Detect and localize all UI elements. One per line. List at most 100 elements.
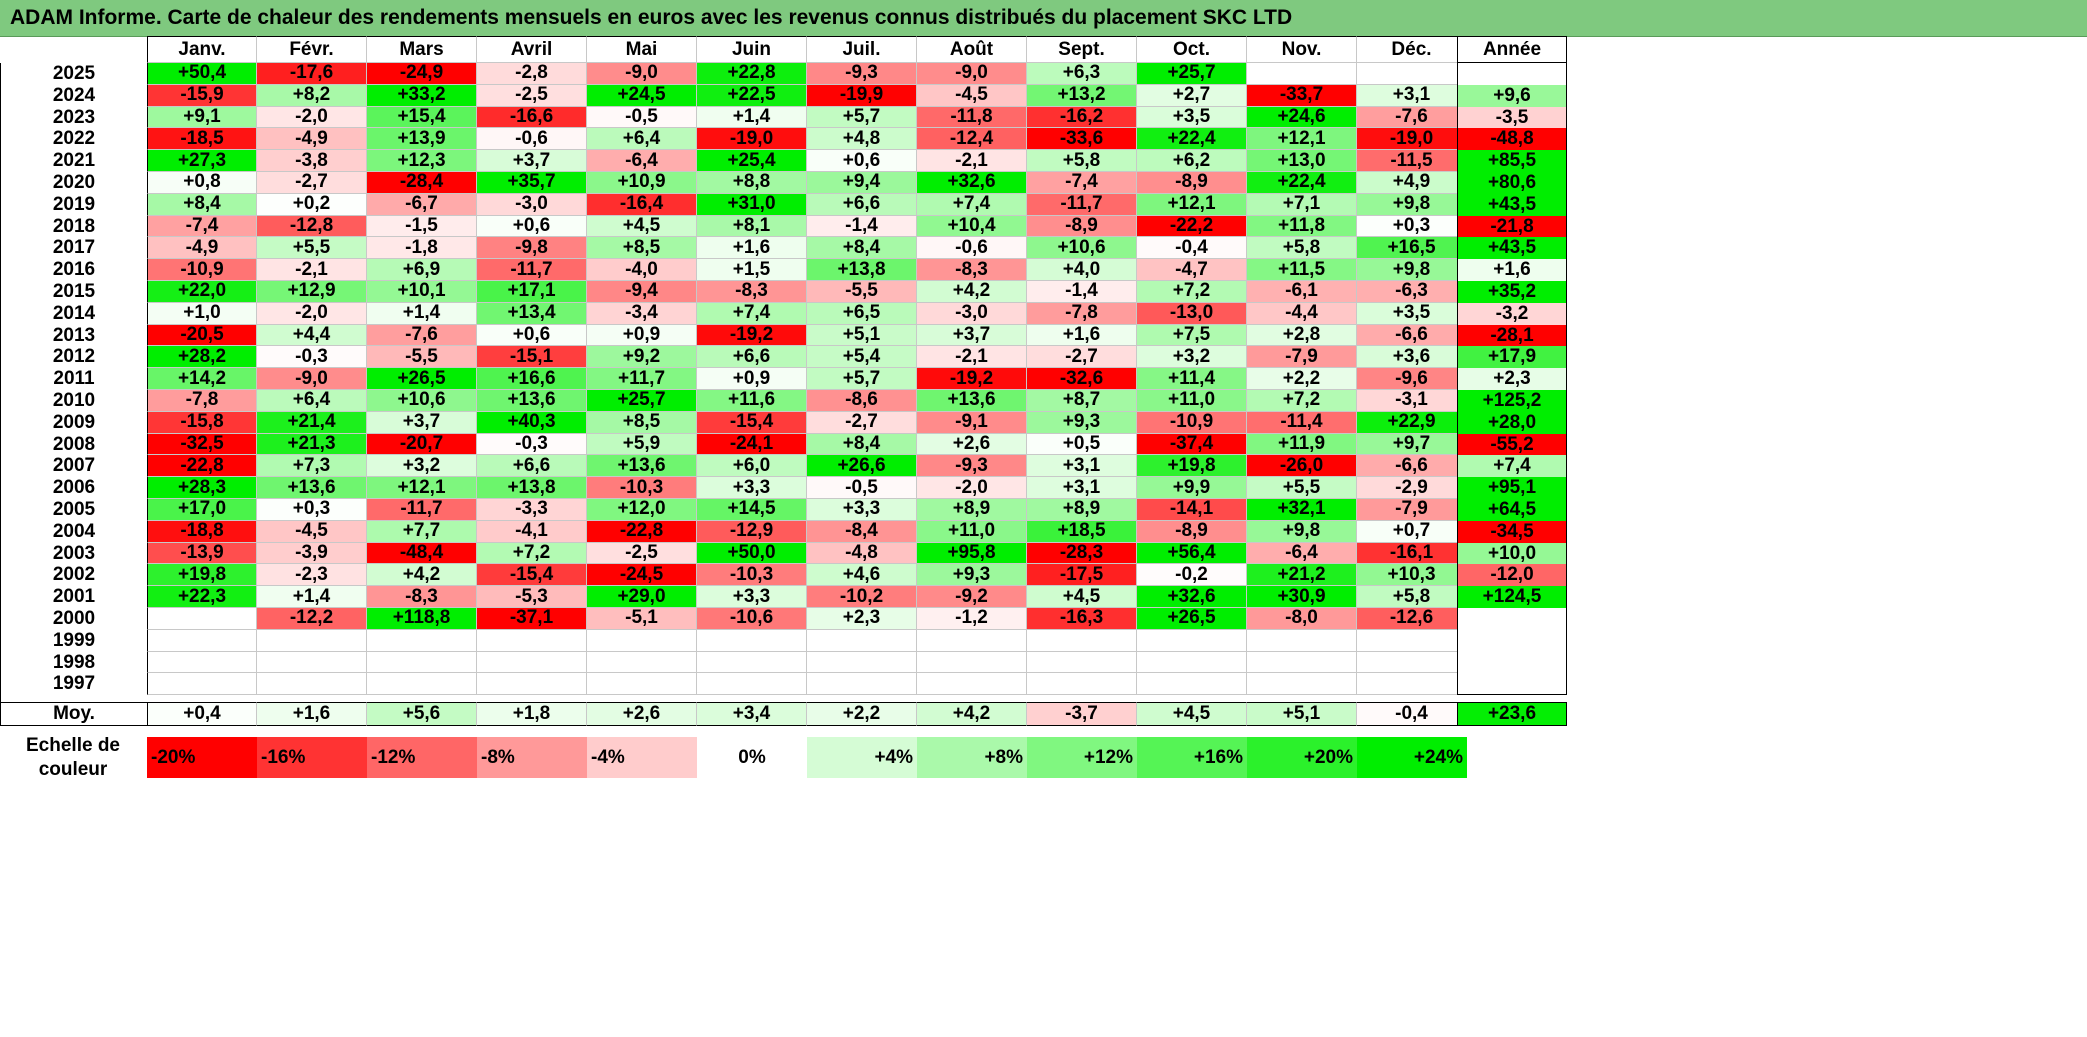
color-scale-swatch: +12% xyxy=(1027,737,1137,779)
heatmap-cell: -2,1 xyxy=(257,259,367,281)
year-label: 2001 xyxy=(0,586,147,608)
annual-cell: +125,2 xyxy=(1457,390,1567,412)
month-header: Avril xyxy=(477,36,587,63)
heatmap-cell xyxy=(1247,651,1357,674)
heatmap-cell: -3,8 xyxy=(257,150,367,172)
heatmap-cell: +0,8 xyxy=(147,171,257,194)
heatmap-cell: +22,0 xyxy=(147,280,257,303)
heatmap-cell: +0,6 xyxy=(477,215,587,238)
year-label: 2017 xyxy=(0,237,147,260)
heatmap-cell: -11,8 xyxy=(917,106,1027,129)
heatmap-cell: +7,2 xyxy=(1137,280,1247,303)
month-header: Févr. xyxy=(257,36,367,63)
heatmap-cell: +8,9 xyxy=(1027,498,1137,521)
year-label: 1997 xyxy=(0,673,147,696)
heatmap-cell: +13,8 xyxy=(807,259,917,281)
annual-cell: +10,0 xyxy=(1457,543,1567,565)
annual-cell xyxy=(1457,629,1567,652)
heatmap-cell: +9,4 xyxy=(807,171,917,194)
heatmap-cell: -9,4 xyxy=(587,280,697,303)
heatmap-cell: -8,9 xyxy=(1137,171,1247,194)
year-label: 2007 xyxy=(0,455,147,478)
heatmap-cell: -4,4 xyxy=(1247,302,1357,325)
heatmap-cell: -5,5 xyxy=(367,346,477,369)
heatmap-cell: +3,7 xyxy=(477,150,587,172)
annual-cell: -3,5 xyxy=(1457,107,1567,129)
annual-cell: -48,8 xyxy=(1457,128,1567,151)
heatmap-cell: +0,9 xyxy=(697,368,807,390)
heatmap-cell: +35,7 xyxy=(477,171,587,194)
annual-cell: +7,4 xyxy=(1457,455,1567,478)
heatmap-cell: -1,4 xyxy=(807,215,917,238)
color-scale-label: Echelle de couleur xyxy=(0,735,146,780)
heatmap-cell: +24,6 xyxy=(1247,106,1357,129)
heatmap-cell: +1,4 xyxy=(257,586,367,608)
heatmap-cell: +7,4 xyxy=(697,302,807,325)
heatmap-cell: +7,4 xyxy=(917,193,1027,216)
heatmap-cell: +10,6 xyxy=(1027,237,1137,260)
heatmap-cell: -1,5 xyxy=(367,215,477,238)
heatmap-cell: -16,1 xyxy=(1357,542,1467,565)
annual-cell xyxy=(1457,651,1567,674)
heatmap-cell: -2,3 xyxy=(257,564,367,587)
heatmap-cell: -8,9 xyxy=(1137,520,1247,543)
annual-cell: -21,8 xyxy=(1457,216,1567,238)
annual-cell: +9,6 xyxy=(1457,85,1567,107)
page-title: ADAM Informe. Carte de chaleur des rende… xyxy=(10,6,1293,29)
heatmap-cell: +12,0 xyxy=(587,498,697,521)
heatmap-cell: -3,3 xyxy=(477,498,587,521)
heatmap-cell: -6,6 xyxy=(1357,455,1467,478)
heatmap-cell: +8,4 xyxy=(807,433,917,456)
heatmap-cell: -3,0 xyxy=(477,193,587,216)
heatmap-cell: +6,4 xyxy=(257,389,367,412)
heatmap-cell: +7,2 xyxy=(477,542,587,565)
heatmap-cell: -6,7 xyxy=(367,193,477,216)
heatmap-cell: +6,2 xyxy=(1137,150,1247,172)
heatmap-cell: -5,1 xyxy=(587,607,697,630)
heatmap-cell: -4,9 xyxy=(147,237,257,260)
heatmap-cell: -2,7 xyxy=(807,411,917,434)
heatmap-cell: -1,2 xyxy=(917,607,1027,630)
heatmap-cell: -9,3 xyxy=(917,455,1027,478)
heatmap-cell: +0,7 xyxy=(1357,520,1467,543)
heatmap-cell: +13,6 xyxy=(917,389,1027,412)
heatmap-cell: -26,0 xyxy=(1247,455,1357,478)
month-header: Déc. xyxy=(1357,36,1467,63)
color-scale-swatch: +4% xyxy=(807,737,917,779)
heatmap-cell: +24,5 xyxy=(587,84,697,107)
heatmap-cell: -10,3 xyxy=(697,564,807,587)
heatmap-cell: -15,9 xyxy=(147,84,257,107)
heatmap-cell: +19,8 xyxy=(147,564,257,587)
year-label: 1998 xyxy=(0,652,147,674)
heatmap-cell: +2,8 xyxy=(1247,324,1357,347)
heatmap-cell: +118,8 xyxy=(367,607,477,630)
color-scale-swatch: +8% xyxy=(917,737,1027,779)
color-scale-swatch: -4% xyxy=(587,737,697,779)
heatmap-cell: -4,8 xyxy=(807,542,917,565)
heatmap-cell xyxy=(1137,629,1247,652)
heatmap-cell: -0,5 xyxy=(587,106,697,129)
heatmap-cell: +1,5 xyxy=(697,259,807,281)
color-scale-swatch: 0% xyxy=(697,737,807,779)
year-label: 1999 xyxy=(0,630,147,652)
heatmap-cell: +30,9 xyxy=(1247,586,1357,608)
heatmap-cell: +21,3 xyxy=(257,433,367,456)
heatmap-cell: +12,1 xyxy=(367,477,477,499)
heatmap-cell: -4,0 xyxy=(587,259,697,281)
heatmap-cell: +6,3 xyxy=(1027,62,1137,85)
heatmap-cell: -0,3 xyxy=(257,346,367,369)
heatmap-cell: +13,6 xyxy=(587,455,697,478)
average-annual-cell: +23,6 xyxy=(1457,702,1567,726)
heatmap-cell: -19,2 xyxy=(917,368,1027,390)
heatmap-cell: -20,7 xyxy=(367,433,477,456)
heatmap-cell: +8,5 xyxy=(587,237,697,260)
heatmap-cell: -28,4 xyxy=(367,171,477,194)
heatmap-cell: -3,4 xyxy=(587,302,697,325)
heatmap-cell: +9,2 xyxy=(587,346,697,369)
heatmap-cell: +3,1 xyxy=(1027,455,1137,478)
year-label: 2002 xyxy=(0,564,147,587)
heatmap-cell: +5,8 xyxy=(1247,237,1357,260)
heatmap-cell: +21,4 xyxy=(257,411,367,434)
heatmap-cell xyxy=(1137,673,1247,696)
year-label: 2000 xyxy=(0,608,147,630)
